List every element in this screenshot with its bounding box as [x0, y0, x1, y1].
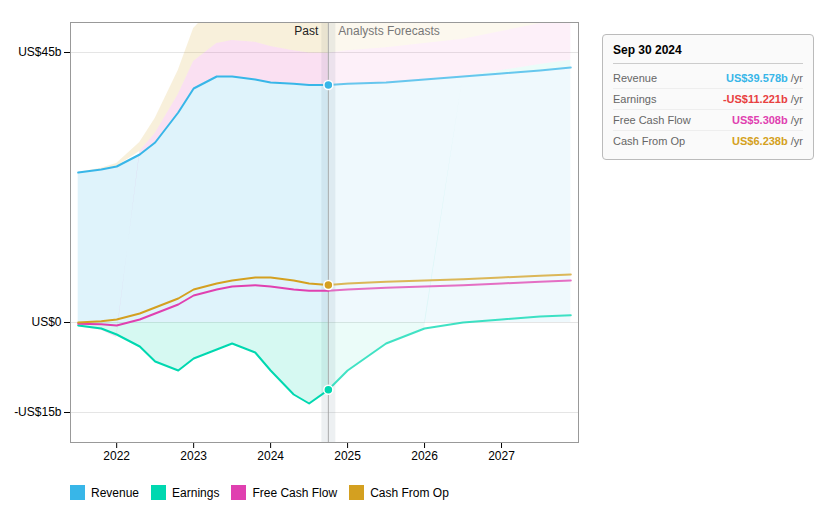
svg-text:2024: 2024	[257, 449, 284, 463]
html-text:Cash From Op: Cash From Op	[370, 485, 449, 500]
html-text:Cash From Op: Cash From Op	[613, 135, 686, 147]
html-text:Free Cash Flow: Free Cash Flow	[252, 485, 338, 500]
html-text:US$39.578b /yr: US$39.578b /yr	[726, 72, 803, 84]
html-text:Earnings: Earnings	[172, 485, 220, 500]
svg-text:2025: 2025	[334, 449, 361, 463]
html-text:US$5.308b /yr: US$5.308b /yr	[732, 114, 803, 126]
svg-text:2023: 2023	[180, 449, 207, 463]
svg-text:2027: 2027	[488, 449, 515, 463]
svg-text:Analysts Forecasts: Analysts Forecasts	[338, 24, 439, 38]
html-text:US$6.238b /yr: US$6.238b /yr	[732, 135, 803, 147]
html-text:Free Cash Flow: Free Cash Flow	[613, 114, 691, 126]
svg-text:US$45b: US$45b	[18, 45, 62, 59]
svg-text:2026: 2026	[411, 449, 438, 463]
svg-text:2022: 2022	[103, 449, 130, 463]
svg-text:Past: Past	[294, 24, 319, 38]
html-text:Revenue: Revenue	[613, 72, 657, 84]
html-text:Sep 30 2024: Sep 30 2024	[613, 43, 682, 57]
svg-text:US$0: US$0	[31, 315, 61, 329]
html-text:Earnings: Earnings	[613, 93, 657, 105]
html-text:-US$11.221b /yr: -US$11.221b /yr	[722, 93, 803, 105]
svg-text:-US$15b: -US$15b	[14, 405, 62, 419]
html-text:Revenue: Revenue	[91, 485, 139, 500]
